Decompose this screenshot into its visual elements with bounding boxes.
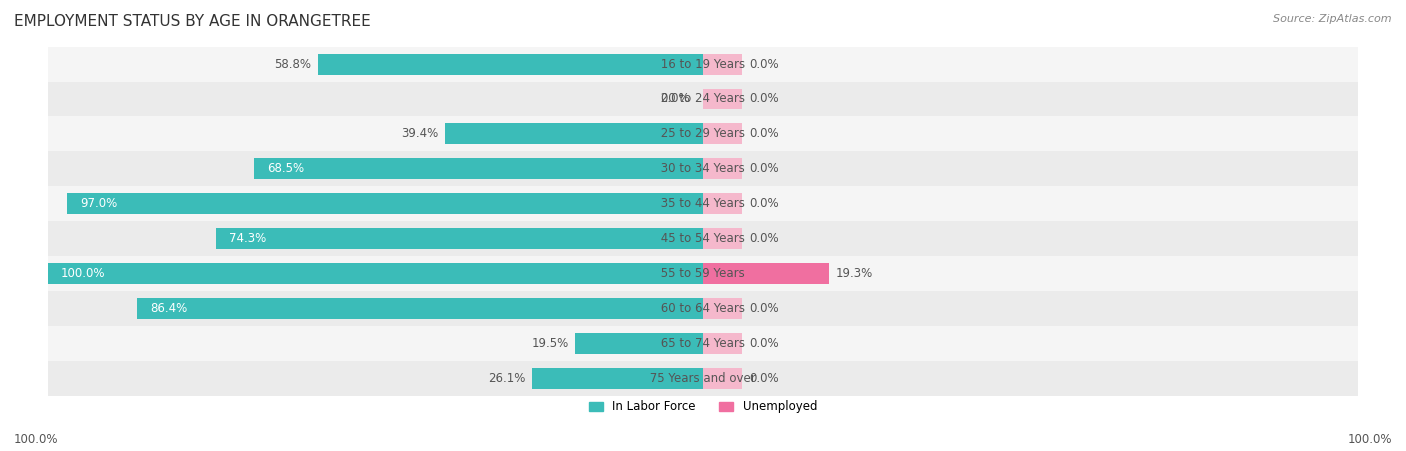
Bar (217, 228, 703, 249)
Text: 58.8%: 58.8% (274, 58, 311, 70)
Bar (318, 54, 703, 74)
Bar (48, 82, 1358, 116)
Bar (48, 256, 1358, 291)
Text: 100.0%: 100.0% (14, 433, 59, 446)
Text: 25 to 29 Years: 25 to 29 Years (657, 128, 749, 140)
Text: 100.0%: 100.0% (1347, 433, 1392, 446)
Text: 74.3%: 74.3% (229, 232, 267, 245)
Text: 68.5%: 68.5% (267, 162, 304, 175)
Text: 0.0%: 0.0% (749, 92, 779, 106)
Text: 0.0%: 0.0% (661, 92, 690, 106)
Text: 26.1%: 26.1% (488, 372, 526, 385)
Bar (703, 368, 742, 389)
Bar (48, 221, 1358, 256)
Bar (703, 88, 742, 110)
Bar (703, 263, 830, 284)
Bar (703, 158, 742, 179)
Text: 97.0%: 97.0% (80, 198, 118, 210)
Text: 75 Years and over: 75 Years and over (647, 372, 759, 385)
Bar (575, 333, 703, 354)
Bar (254, 158, 703, 179)
Text: 0.0%: 0.0% (749, 372, 779, 385)
Bar (703, 193, 742, 214)
Text: 0.0%: 0.0% (749, 58, 779, 70)
Bar (703, 333, 742, 354)
Text: 39.4%: 39.4% (401, 128, 439, 140)
Bar (703, 124, 742, 144)
Text: 0.0%: 0.0% (749, 232, 779, 245)
Text: 65 to 74 Years: 65 to 74 Years (657, 337, 749, 350)
Text: 0.0%: 0.0% (749, 337, 779, 350)
Text: 35 to 44 Years: 35 to 44 Years (657, 198, 749, 210)
Text: 100.0%: 100.0% (60, 267, 105, 280)
Text: 45 to 54 Years: 45 to 54 Years (657, 232, 749, 245)
Text: 30 to 34 Years: 30 to 34 Years (657, 162, 749, 175)
Text: 0.0%: 0.0% (749, 302, 779, 315)
Text: 86.4%: 86.4% (150, 302, 187, 315)
Bar (48, 46, 1358, 82)
Legend: In Labor Force, Unemployed: In Labor Force, Unemployed (583, 396, 823, 418)
Text: EMPLOYMENT STATUS BY AGE IN ORANGETREE: EMPLOYMENT STATUS BY AGE IN ORANGETREE (14, 14, 371, 28)
Text: 55 to 59 Years: 55 to 59 Years (657, 267, 749, 280)
Text: 20 to 24 Years: 20 to 24 Years (657, 92, 749, 106)
Text: 19.3%: 19.3% (837, 267, 873, 280)
Bar (48, 152, 1358, 186)
Text: 16 to 19 Years: 16 to 19 Years (657, 58, 749, 70)
Bar (444, 124, 703, 144)
Bar (703, 298, 742, 319)
Bar (531, 368, 703, 389)
Text: 0.0%: 0.0% (749, 198, 779, 210)
Text: 60 to 64 Years: 60 to 64 Years (657, 302, 749, 315)
Bar (48, 186, 1358, 221)
Bar (136, 298, 703, 319)
Bar (67, 193, 703, 214)
Bar (48, 116, 1358, 152)
Bar (48, 326, 1358, 361)
Bar (703, 228, 742, 249)
Bar (48, 291, 1358, 326)
Text: 19.5%: 19.5% (531, 337, 568, 350)
Bar (703, 54, 742, 74)
Text: Source: ZipAtlas.com: Source: ZipAtlas.com (1274, 14, 1392, 23)
Text: 0.0%: 0.0% (749, 162, 779, 175)
Bar (48, 361, 1358, 396)
Bar (48, 263, 703, 284)
Text: 0.0%: 0.0% (749, 128, 779, 140)
